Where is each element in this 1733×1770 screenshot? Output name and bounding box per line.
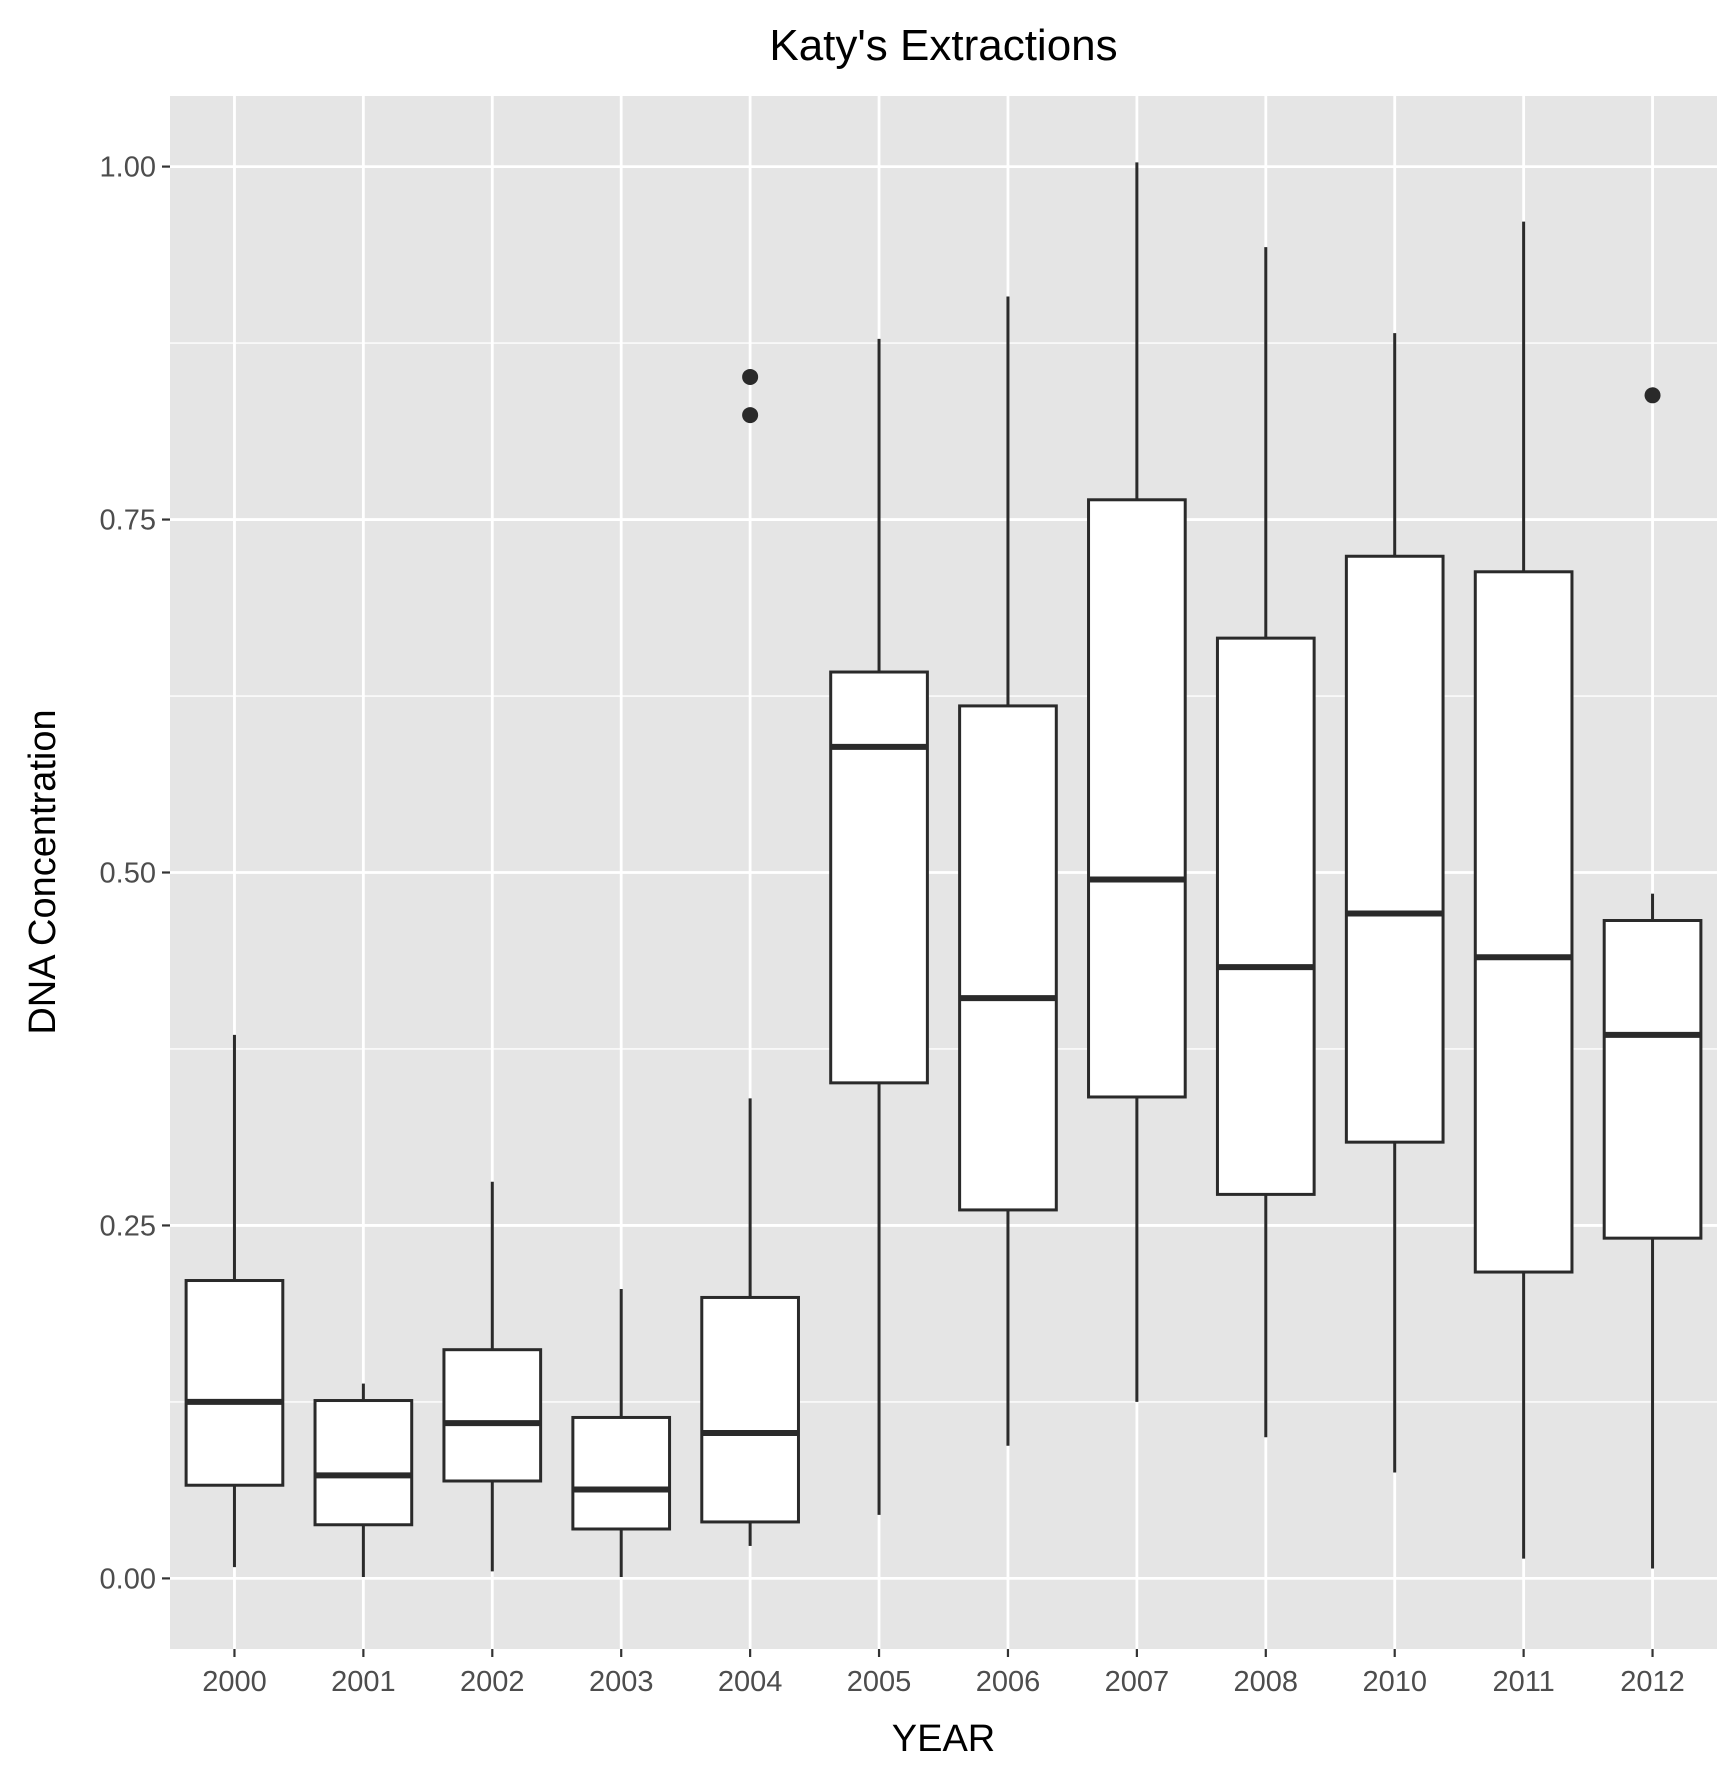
boxes bbox=[184, 162, 1703, 1577]
y-tick-label: 0.00 bbox=[100, 1563, 156, 1595]
axis-ticks: 0.00 0.25 0.50 0.75 1.00 2000 2001 2002 2003 2004… bbox=[100, 152, 1685, 1698]
box-2007 bbox=[1087, 162, 1187, 1402]
x-tick-label: 2005 bbox=[847, 1666, 912, 1698]
chart-title: Katy's Extractions bbox=[769, 21, 1117, 70]
x-axis-title: YEAR bbox=[892, 1718, 995, 1760]
outlier-point bbox=[742, 407, 759, 424]
x-tick-label: 2004 bbox=[718, 1666, 783, 1698]
box-2003 bbox=[571, 1288, 672, 1577]
iqr-box bbox=[958, 704, 1058, 1212]
x-tick-label: 2002 bbox=[460, 1666, 525, 1698]
iqr-box bbox=[1087, 498, 1187, 1099]
y-tick-label: 0.50 bbox=[100, 858, 156, 890]
iqr-box bbox=[1473, 570, 1574, 1274]
iqr-box bbox=[1215, 636, 1316, 1196]
iqr-box bbox=[442, 1348, 543, 1483]
x-tick-label: 2007 bbox=[1105, 1666, 1170, 1698]
y-tick-label: 0.75 bbox=[100, 505, 156, 537]
iqr-box bbox=[571, 1415, 672, 1531]
x-tick-label: 2003 bbox=[589, 1666, 654, 1698]
y-axis-title: DNA Concentration bbox=[22, 709, 64, 1034]
box-2010 bbox=[1344, 333, 1445, 1473]
iqr-box bbox=[313, 1399, 414, 1527]
x-tick-label: 2012 bbox=[1620, 1666, 1685, 1698]
iqr-box bbox=[829, 670, 929, 1085]
box-2011 bbox=[1473, 221, 1574, 1559]
x-tick-label: 2001 bbox=[331, 1666, 396, 1698]
box-2006 bbox=[958, 296, 1058, 1446]
x-tick-label: 2010 bbox=[1362, 1666, 1427, 1698]
x-tick-label: 2000 bbox=[202, 1666, 267, 1698]
iqr-box bbox=[184, 1279, 285, 1487]
outlier-point bbox=[1644, 387, 1661, 404]
box-2004 bbox=[700, 368, 800, 1546]
box-2008 bbox=[1215, 247, 1316, 1438]
iqr-box bbox=[1602, 919, 1703, 1240]
y-tick-label: 1.00 bbox=[100, 152, 156, 184]
box-2000 bbox=[184, 1034, 285, 1568]
x-tick-label: 2008 bbox=[1234, 1666, 1299, 1698]
y-tick-label: 0.25 bbox=[100, 1210, 156, 1242]
box-2012 bbox=[1602, 387, 1703, 1569]
box-2001 bbox=[313, 1383, 414, 1577]
box-2005 bbox=[829, 338, 929, 1515]
iqr-box bbox=[1344, 554, 1445, 1144]
iqr-box bbox=[700, 1295, 800, 1524]
outlier-point bbox=[742, 368, 759, 385]
box-2002 bbox=[442, 1181, 543, 1572]
x-tick-label: 2006 bbox=[976, 1666, 1041, 1698]
x-tick-label: 2011 bbox=[1492, 1666, 1554, 1698]
